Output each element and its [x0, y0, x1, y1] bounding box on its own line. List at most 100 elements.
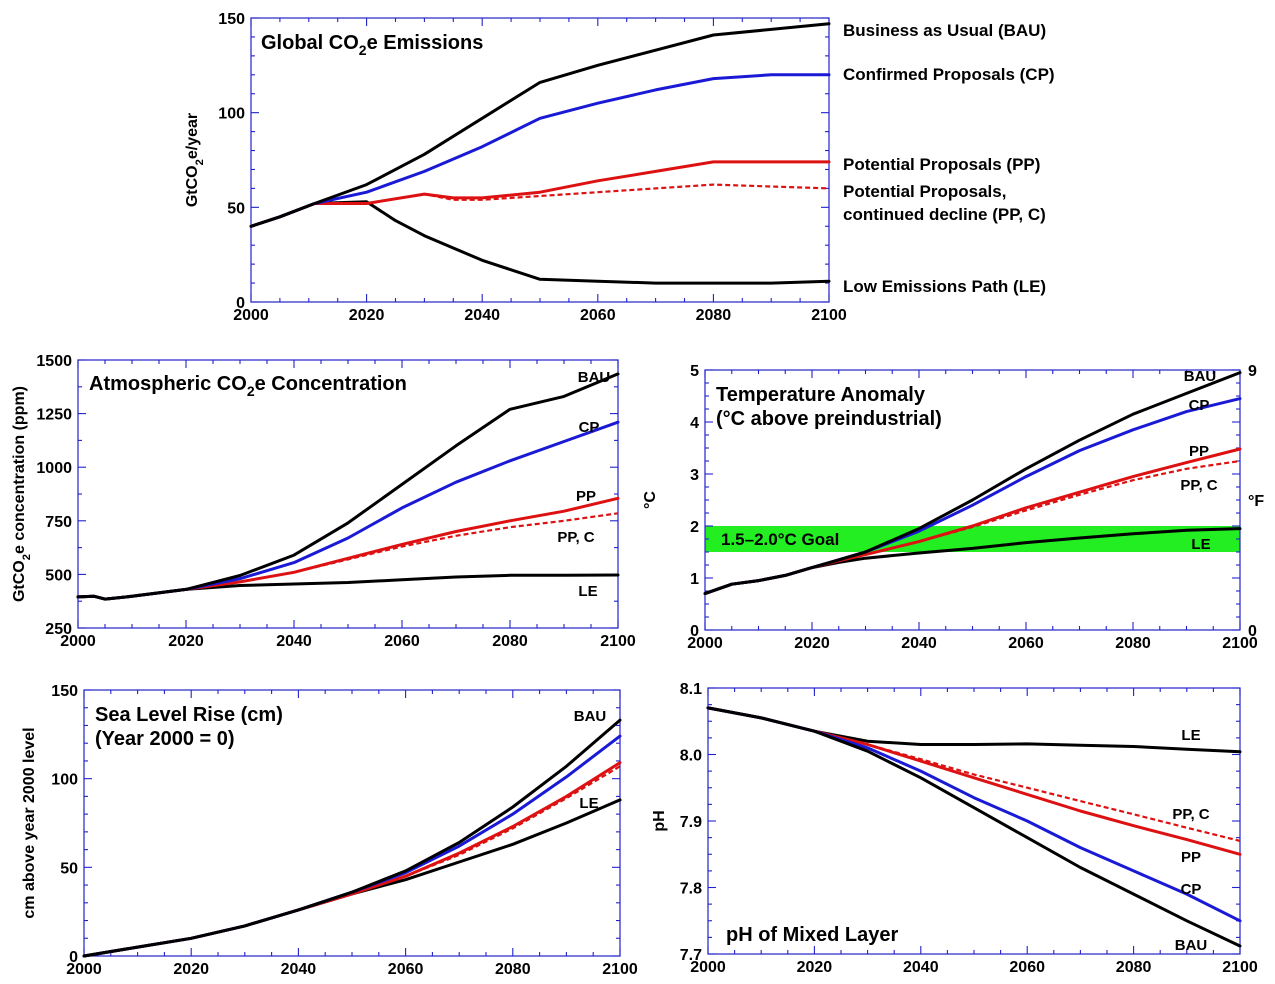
concentration-line-le — [76, 573, 620, 601]
y-right-tick-label: 9 — [1248, 363, 1257, 380]
panel-subtitle: (Year 2000 = 0) — [95, 728, 235, 750]
x-tick-label: 2020 — [168, 633, 204, 650]
temperature-line-pp — [703, 447, 1242, 596]
ph-ticks — [707, 687, 1241, 955]
x-tick-label: 2100 — [600, 633, 636, 650]
series-label-le: LE — [578, 583, 597, 600]
x-tick-label: 2060 — [388, 961, 424, 978]
panel-title: Atmospheric CO2e Concentration — [89, 373, 407, 399]
y-axis-label: cm above year 2000 level — [21, 727, 38, 918]
emissions-panel: 2000 2020 2040 2060 2080 2100 0 50 100 150 GtCO2e/… — [184, 11, 1055, 324]
series-label-le: Low Emissions Path (LE) — [843, 277, 1046, 296]
x-tick-label: 2080 — [1116, 959, 1152, 976]
y-tick-label: 100 — [51, 772, 78, 789]
y-tick-label: 8.0 — [680, 748, 702, 765]
x-tick-label: 2000 — [233, 307, 269, 324]
series-label-ppc: PP, C — [557, 529, 594, 546]
y-tick-label: 750 — [45, 514, 72, 531]
emissions-ticks — [250, 17, 830, 303]
x-tick-label: 2100 — [602, 961, 638, 978]
series-label-ppc: PP, C — [1172, 806, 1209, 823]
y-tick-label: 0 — [236, 295, 245, 312]
series-label-bau: BAU — [1184, 368, 1217, 385]
y-tick-label: 0 — [690, 623, 699, 640]
x-tick-label: 2040 — [276, 633, 312, 650]
temperature-ticks — [704, 369, 1241, 631]
ph-line-cp — [706, 706, 1242, 923]
series-label-pp: PP — [1189, 443, 1209, 460]
ph-panel: 2000 2020 2040 2060 2080 2100 7.7 7.8 7.9 8.0 8.1 p… — [651, 681, 1258, 976]
y-tick-label: 500 — [45, 567, 72, 584]
y-tick-label: 1250 — [36, 407, 72, 424]
panel-title: Sea Level Rise (cm) — [95, 704, 283, 726]
series-label-cp: CP — [579, 419, 600, 436]
x-tick-label: 2020 — [349, 307, 385, 324]
x-tick-label: 2020 — [794, 635, 830, 652]
series-label-le: LE — [1191, 536, 1210, 553]
x-tick-label: 2080 — [492, 633, 528, 650]
x-tick-label: 2060 — [1008, 635, 1044, 652]
series-label-le: LE — [1181, 727, 1200, 744]
emissions-frame — [250, 17, 830, 303]
y-axis-label: GtCO2e concentration (ppm) — [11, 386, 33, 602]
x-tick-label: 2040 — [281, 961, 317, 978]
x-tick-label: 2020 — [173, 961, 209, 978]
y-tick-label: 7.8 — [680, 881, 702, 898]
x-tick-label: 2060 — [1009, 959, 1045, 976]
concentration-line-ppc — [77, 512, 619, 601]
panel-title: Global CO2e Emissions — [261, 32, 483, 58]
sealevel-panel: 2000 2020 2040 2060 2080 2100 0 50 100 150 cm abov… — [21, 683, 638, 978]
y-tick-label: 150 — [218, 11, 245, 28]
concentration-frame — [77, 359, 619, 629]
x-tick-label: 2040 — [464, 307, 500, 324]
sealevel-line-pp — [82, 761, 622, 958]
concentration-line-bau — [76, 372, 620, 601]
panel-title: pH of Mixed Layer — [726, 924, 898, 946]
y-tick-label: 1000 — [36, 460, 72, 477]
series-label-le: LE — [579, 795, 598, 812]
series-label-pp: Potential Proposals (PP) — [843, 155, 1040, 174]
y-tick-label: 5 — [690, 363, 699, 380]
y-tick-label: 7.9 — [680, 814, 702, 831]
x-tick-label: 2080 — [696, 307, 732, 324]
y-tick-label: 50 — [227, 200, 245, 217]
goal-band-label: 1.5–2.0°C Goal — [721, 530, 839, 549]
x-tick-label: 2000 — [687, 635, 723, 652]
concentration-ticks — [77, 359, 619, 629]
ph-line-bau — [706, 706, 1242, 948]
y-axis-label: pH — [651, 810, 668, 831]
x-tick-label: 2080 — [1115, 635, 1151, 652]
series-label-bau: Business as Usual (BAU) — [843, 21, 1046, 40]
x-tick-label: 2100 — [1222, 635, 1258, 652]
y-tick-label: 2 — [690, 519, 699, 536]
x-tick-label: 2060 — [384, 633, 420, 650]
x-tick-label: 2000 — [690, 959, 726, 976]
sealevel-line-le — [82, 798, 622, 958]
x-tick-label: 2060 — [580, 307, 616, 324]
temperature-line-bau — [703, 371, 1242, 596]
y-tick-label: 8.1 — [680, 681, 702, 698]
series-label-ppc-line2: continued decline (PP, C) — [843, 205, 1046, 224]
y-axis-label: °C — [642, 491, 659, 509]
series-label-ppc: Potential Proposals, — [843, 182, 1006, 201]
x-tick-label: 2000 — [66, 961, 102, 978]
y-right-tick-label: 0 — [1248, 623, 1257, 640]
series-label-cp: Confirmed Proposals (CP) — [843, 65, 1055, 84]
panel-title: Temperature Anomaly — [716, 384, 926, 406]
y-tick-label: 4 — [690, 415, 699, 432]
y-axis-label: GtCO2e/year — [184, 113, 206, 207]
x-tick-label: 2040 — [901, 635, 937, 652]
series-label-bau: BAU — [578, 369, 611, 386]
x-tick-label: 2040 — [903, 959, 939, 976]
series-label-bau: BAU — [574, 708, 607, 725]
y-tick-label: 1 — [690, 571, 699, 588]
sealevel-line-cp — [82, 734, 622, 958]
x-tick-label: 2100 — [1222, 959, 1258, 976]
emissions-line-bau — [249, 22, 831, 228]
y-tick-label: 1500 — [36, 353, 72, 370]
panel-subtitle: (°C above preindustrial) — [716, 408, 942, 430]
x-tick-label: 2080 — [495, 961, 531, 978]
y-tick-label: 7.7 — [680, 947, 702, 964]
y-tick-label: 0 — [69, 949, 78, 966]
